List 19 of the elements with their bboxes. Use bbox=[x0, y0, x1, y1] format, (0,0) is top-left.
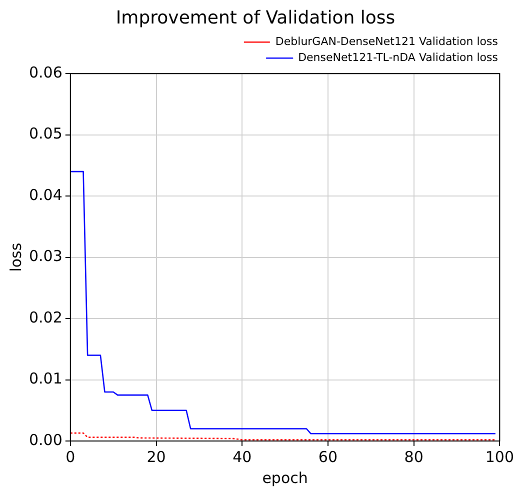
legend-label: DenseNet121-TL-nDA Validation loss bbox=[298, 50, 498, 64]
x-tick-label: 80 bbox=[404, 448, 424, 466]
line-series bbox=[70, 432, 496, 440]
y-tick-label: 0.02 bbox=[28, 308, 62, 326]
y-tick-label: 0.00 bbox=[28, 430, 62, 449]
y-axis-title: loss bbox=[6, 242, 25, 272]
y-tick-label: 0.03 bbox=[28, 247, 62, 266]
x-tick-label: 60 bbox=[318, 448, 338, 466]
legend-label: DeblurGAN-DenseNet121 Validation loss bbox=[275, 34, 498, 48]
y-tick-label: 0.06 bbox=[28, 63, 62, 82]
x-tick-label: 0 bbox=[66, 448, 76, 466]
chart-title: Improvement of Validation loss bbox=[116, 7, 396, 28]
x-tick-label: 20 bbox=[146, 448, 166, 466]
y-tick-label: 0.04 bbox=[28, 186, 62, 204]
y-tick-label: 0.05 bbox=[28, 124, 62, 143]
x-axis-title: epoch bbox=[262, 468, 308, 487]
x-tick-label: 100 bbox=[485, 448, 514, 466]
y-tick-label: 0.01 bbox=[28, 370, 62, 388]
x-tick-label: 40 bbox=[232, 448, 252, 466]
